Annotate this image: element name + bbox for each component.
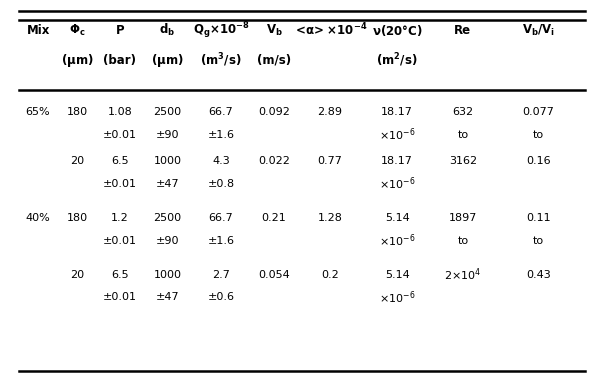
Text: (m$\mathbf{^2}$/s): (m$\mathbf{^2}$/s) xyxy=(376,52,418,69)
Text: 2.7: 2.7 xyxy=(212,270,230,280)
Text: 20: 20 xyxy=(71,156,85,166)
Text: 4.3: 4.3 xyxy=(212,156,230,166)
Text: 18.17: 18.17 xyxy=(381,156,413,166)
Text: ±0.6: ±0.6 xyxy=(208,293,234,302)
Text: to: to xyxy=(457,236,468,246)
Text: 1897: 1897 xyxy=(449,213,477,223)
Text: ±47: ±47 xyxy=(156,293,179,302)
Text: ±0.01: ±0.01 xyxy=(103,236,137,246)
Text: 65%: 65% xyxy=(26,107,51,117)
Text: 5.14: 5.14 xyxy=(385,270,409,280)
Text: ($\mathbf{\mu}$m): ($\mathbf{\mu}$m) xyxy=(151,52,184,69)
Text: 66.7: 66.7 xyxy=(209,213,233,223)
Text: Mix: Mix xyxy=(26,24,50,37)
Text: 18.17: 18.17 xyxy=(381,107,413,117)
Text: Re: Re xyxy=(454,24,471,37)
Text: 3162: 3162 xyxy=(449,156,477,166)
Text: 1.28: 1.28 xyxy=(318,213,342,223)
Text: 180: 180 xyxy=(67,107,88,117)
Text: 2.89: 2.89 xyxy=(317,107,343,117)
Text: 0.022: 0.022 xyxy=(258,156,290,166)
Text: $\mathbf{<\!\alpha\!>\!\times\!10^{-4}}$: $\mathbf{<\!\alpha\!>\!\times\!10^{-4}}$ xyxy=(293,22,367,39)
Text: 0.2: 0.2 xyxy=(321,270,339,280)
Text: 6.5: 6.5 xyxy=(111,270,128,280)
Text: ±90: ±90 xyxy=(156,236,179,246)
Text: 180: 180 xyxy=(67,213,88,223)
Text: 2$\times$10$^{4}$: 2$\times$10$^{4}$ xyxy=(444,266,482,283)
Text: ±1.6: ±1.6 xyxy=(208,236,234,246)
Text: 66.7: 66.7 xyxy=(209,107,233,117)
Text: $\times$10$^{-6}$: $\times$10$^{-6}$ xyxy=(379,176,415,192)
Text: 0.77: 0.77 xyxy=(318,156,342,166)
Text: 1.08: 1.08 xyxy=(108,107,132,117)
Text: ±47: ±47 xyxy=(156,179,179,189)
Text: to: to xyxy=(533,130,544,140)
Text: $\times$10$^{-6}$: $\times$10$^{-6}$ xyxy=(379,232,415,249)
Text: 40%: 40% xyxy=(26,213,51,223)
Text: ±0.01: ±0.01 xyxy=(103,179,137,189)
Text: 0.077: 0.077 xyxy=(523,107,554,117)
Text: 0.11: 0.11 xyxy=(526,213,551,223)
Text: $\mathbf{Q_g}$$\mathbf{\times 10^{-8}}$: $\mathbf{Q_g}$$\mathbf{\times 10^{-8}}$ xyxy=(192,20,250,40)
Text: to: to xyxy=(457,130,468,140)
Text: 1000: 1000 xyxy=(153,270,181,280)
Text: $\times$10$^{-6}$: $\times$10$^{-6}$ xyxy=(379,289,415,306)
Text: 632: 632 xyxy=(452,107,473,117)
Text: ($\mathbf{\mu}$m): ($\mathbf{\mu}$m) xyxy=(62,52,94,69)
Text: $\mathbf{d_b}$: $\mathbf{d_b}$ xyxy=(160,22,175,38)
Text: ±0.8: ±0.8 xyxy=(208,179,234,189)
Text: 20: 20 xyxy=(71,270,85,280)
Text: 0.21: 0.21 xyxy=(262,213,286,223)
Text: $\mathbf{\Phi_c}$: $\mathbf{\Phi_c}$ xyxy=(69,23,86,38)
Text: (bar): (bar) xyxy=(104,54,136,67)
Text: 6.5: 6.5 xyxy=(111,156,128,166)
Text: $\times$10$^{-6}$: $\times$10$^{-6}$ xyxy=(379,127,415,143)
Text: 0.054: 0.054 xyxy=(258,270,290,280)
Text: $\mathbf{V_b}$: $\mathbf{V_b}$ xyxy=(266,23,283,38)
Text: ±0.01: ±0.01 xyxy=(103,293,137,302)
Text: 0.16: 0.16 xyxy=(526,156,551,166)
Text: $\mathbf{\nu}$(20°C): $\mathbf{\nu}$(20°C) xyxy=(371,23,423,38)
Text: 0.092: 0.092 xyxy=(258,107,290,117)
Text: ±90: ±90 xyxy=(156,130,179,140)
Text: 2500: 2500 xyxy=(153,107,181,117)
Text: ±0.01: ±0.01 xyxy=(103,130,137,140)
Text: P: P xyxy=(116,24,124,37)
Text: 1000: 1000 xyxy=(153,156,181,166)
Text: 1.2: 1.2 xyxy=(111,213,129,223)
Text: (m/s): (m/s) xyxy=(257,54,291,67)
Text: 5.14: 5.14 xyxy=(385,213,409,223)
Text: 0.43: 0.43 xyxy=(526,270,551,280)
Text: (m$\mathbf{^3}$/s): (m$\mathbf{^3}$/s) xyxy=(200,52,242,69)
Text: to: to xyxy=(533,236,544,246)
Text: ±1.6: ±1.6 xyxy=(208,130,234,140)
Text: 2500: 2500 xyxy=(153,213,181,223)
Text: $\mathbf{V_b/V_i}$: $\mathbf{V_b/V_i}$ xyxy=(522,23,555,38)
